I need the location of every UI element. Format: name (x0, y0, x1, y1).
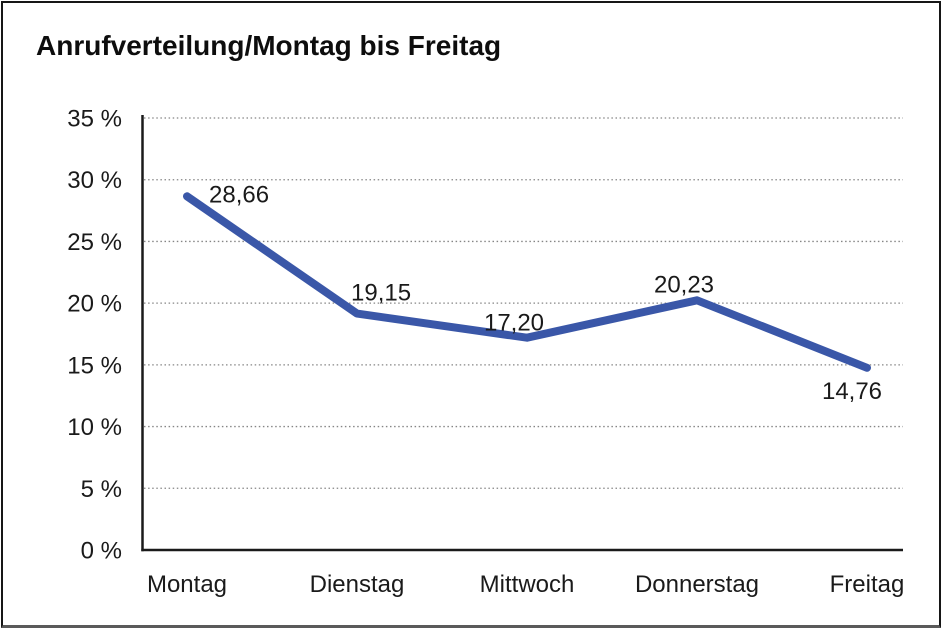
data-point-label: 28,66 (209, 181, 269, 208)
data-point-label: 14,76 (822, 378, 882, 405)
y-tick-label: 0 % (81, 538, 122, 565)
y-tick-label: 5 % (81, 476, 122, 503)
y-tick-label: 15 % (67, 352, 122, 379)
data-line (183, 192, 871, 372)
y-tick-label: 30 % (67, 167, 122, 194)
data-point-label: 19,15 (351, 280, 411, 307)
x-category-label: Dienstag (310, 571, 405, 598)
y-tick-label: 10 % (67, 414, 122, 441)
x-category-label: Montag (147, 571, 227, 598)
x-category-label: Donnerstag (635, 571, 759, 598)
data-point-label: 20,23 (654, 271, 714, 298)
chart-title: Anrufverteilung/Montag bis Freitag (36, 30, 502, 61)
data-point-label: 17,20 (484, 310, 544, 337)
y-tick-label: 20 % (67, 291, 122, 318)
y-tick-label: 25 % (67, 229, 122, 256)
x-category-label: Mittwoch (480, 571, 575, 598)
y-tick-label: 35 % (67, 106, 122, 133)
x-category-label: Freitag (830, 571, 905, 598)
